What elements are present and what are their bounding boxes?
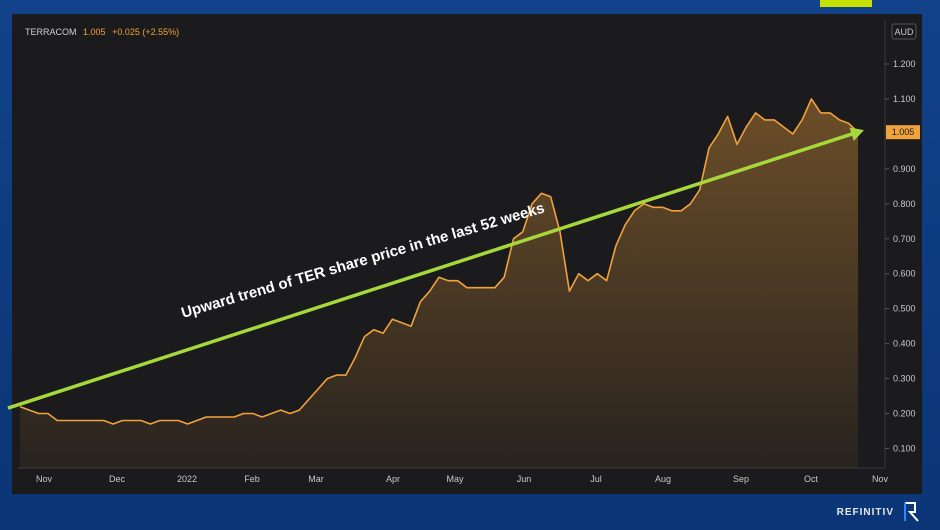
y-tick-label: 0.700 [893,234,916,244]
y-tick-label: 0.300 [893,374,916,384]
accent-bar [820,0,872,7]
current-price-box [886,125,920,140]
y-tick-label: 0.600 [893,269,916,279]
legend-price: 1.005 [83,27,106,37]
x-tick-label: Dec [109,474,126,484]
x-tick-label: 2022 [177,474,197,484]
trend-arrow [7,127,864,410]
x-tick-label: Mar [308,474,324,484]
price-area-fill [20,99,858,468]
x-tick-label: Jun [517,474,532,484]
x-tick-label: Aug [655,474,671,484]
y-tick-label: 0.500 [893,304,916,314]
price-line-path [19,98,859,425]
legend-change: +0.025 (+2.55%) [112,27,179,37]
current-price-tag: 1.005 [886,125,920,140]
trend-arrowhead [849,127,864,141]
x-tick-label: Jul [590,474,602,484]
x-tick-label: Feb [244,474,260,484]
y-tick-label: 0.100 [893,444,916,454]
trend-line [7,130,857,410]
current-price-label: 1.005 [892,127,915,137]
y-tick-label: 0.200 [893,409,916,419]
brand-name: REFINITIV [837,507,894,518]
currency-label: AUD [894,27,914,37]
x-tick-label: May [446,474,464,484]
x-tick-label: Oct [804,474,819,484]
legend-name: TERRACOM [25,27,77,37]
x-tick-label: Nov [36,474,53,484]
x-tick-label: Apr [386,474,400,484]
x-tick-label: Nov [872,474,889,484]
y-axis-ticks: 0.100 0.200 0.300 0.400 0.500 0.600 0.700 0.800… [885,59,916,454]
refinitiv-logo-icon [904,502,919,522]
svg-text:TERRACOM 1.005 +0.025: TERRACOM 1.005 +0.025 (+2.55%) [25,27,179,37]
price-area [20,99,858,468]
currency-box[interactable] [891,23,917,40]
x-tick-label: Sep [733,474,749,484]
y-tick-label: 0.900 [893,164,916,174]
price-line [19,98,859,425]
y-tick-label: 0.400 [893,339,916,349]
y-tick-label: 0.800 [893,199,916,209]
y-tick-label: 1.200 [893,59,916,69]
y-tick-label: 1.100 [893,94,916,104]
x-axis-ticks: Nov Dec 2022 Feb Mar Apr May Jun Jul Aug Sep Oct Nov [36,474,889,484]
